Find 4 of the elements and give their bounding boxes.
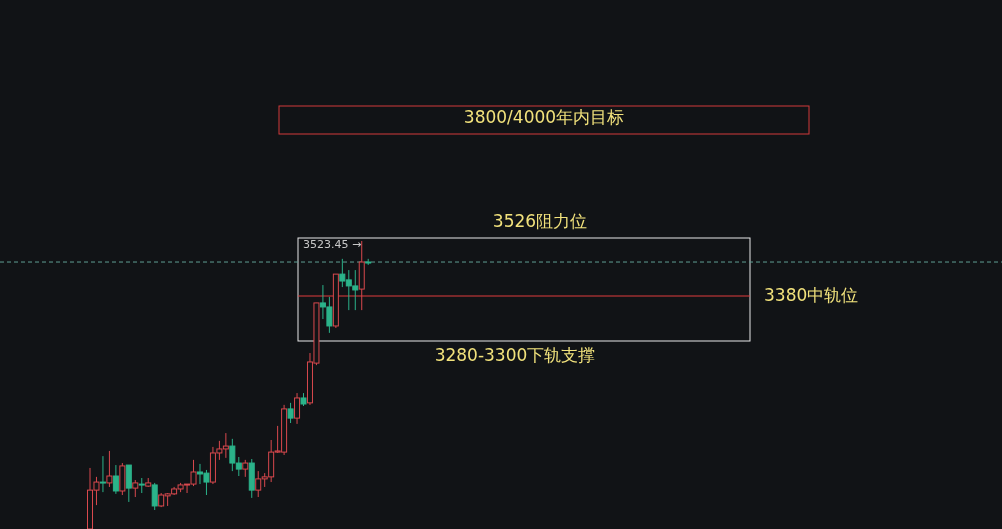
- annotation: 3523.45 →: [303, 238, 362, 251]
- annotation: 3526阻力位: [492, 211, 588, 231]
- annotation: 3280-3300下轨支撑: [434, 345, 596, 365]
- annotation: 3800/4000年内目标: [463, 107, 625, 127]
